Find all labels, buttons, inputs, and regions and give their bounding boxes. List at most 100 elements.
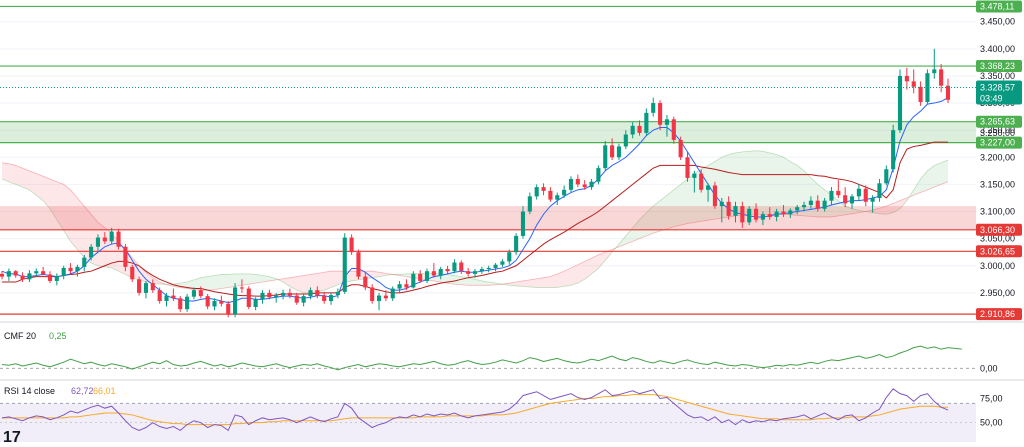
- candle-body: [706, 185, 711, 190]
- candle-body: [671, 119, 676, 140]
- candle-body: [685, 157, 690, 178]
- cloud-segment: [817, 184, 825, 217]
- level-tag-label: 3.026,65: [980, 246, 1015, 256]
- candle-body: [130, 266, 135, 280]
- candle-body: [527, 196, 532, 212]
- candle-body: [849, 196, 855, 204]
- cloud-segment: [893, 200, 901, 213]
- cloud-segment: [605, 249, 613, 261]
- candle-body: [582, 184, 587, 188]
- horizontal-levels: [0, 5, 976, 315]
- candle-body: [198, 290, 203, 297]
- cloud-segment: [783, 157, 791, 215]
- cmf-indicator-value: 0,25: [49, 331, 67, 341]
- level-tag-label: 3.227,00: [980, 138, 1015, 148]
- level-tag-box: [976, 136, 1022, 149]
- cloud-segment: [557, 271, 565, 288]
- cloud-segment: [742, 151, 750, 215]
- candle-body: [431, 271, 436, 276]
- candle-body: [109, 231, 114, 242]
- candle-body: [644, 112, 649, 133]
- candle-body: [877, 183, 882, 198]
- candle-body: [287, 292, 292, 296]
- cloud-segment: [43, 176, 50, 209]
- candle-body: [568, 178, 574, 190]
- cloud-segment: [221, 274, 229, 289]
- candle-body: [123, 246, 128, 267]
- candle-body: [219, 301, 224, 304]
- candle-body: [610, 145, 615, 158]
- rsi-indicator-label[interactable]: RSI 14 close: [4, 386, 55, 396]
- cloud-segment: [502, 283, 510, 286]
- price-tick-label: 3.150,00: [980, 179, 1015, 189]
- cloud-segment: [625, 227, 633, 245]
- candle-body: [555, 195, 560, 200]
- candle-body: [466, 271, 471, 274]
- cloud-segment: [577, 261, 585, 284]
- candle-body: [438, 269, 443, 276]
- cloud-segment: [660, 195, 667, 232]
- cloud-segment: [495, 283, 503, 285]
- rsi-axis: 75,00 50,00: [980, 394, 1003, 428]
- current-price-tag: 3.328,57 03:49: [0, 80, 1022, 105]
- cloud-segment: [584, 258, 592, 280]
- candle-body: [356, 252, 361, 277]
- level-tag-label: 3.066,30: [980, 225, 1015, 235]
- rsi-ma-value: 66,01: [93, 386, 116, 396]
- candle-body: [507, 252, 512, 262]
- candle-body: [678, 139, 683, 158]
- price-tick-label: 3.400,00: [980, 44, 1015, 54]
- cmf-pane: CMF 20 0,25 0,00: [0, 331, 998, 373]
- cloud-segment: [15, 165, 23, 188]
- cloud-segment: [481, 280, 489, 286]
- candle-body: [404, 284, 409, 288]
- candle-body: [246, 288, 251, 307]
- cloud-segment: [858, 210, 866, 213]
- cloud-segment: [831, 195, 839, 217]
- level-tag-box: [976, 115, 1022, 128]
- candle-body: [185, 296, 190, 310]
- cloud-segment: [276, 278, 284, 283]
- cloud-segment: [516, 280, 523, 287]
- candle-body: [562, 189, 567, 196]
- level-tag-label: 3.368,23: [980, 61, 1015, 71]
- candle-body: [75, 266, 80, 272]
- candle-body: [747, 208, 752, 223]
- candle-body: [137, 279, 142, 293]
- rsi-line: [1, 388, 949, 432]
- cloud-segment: [886, 203, 894, 215]
- candle-body: [82, 257, 87, 267]
- rsi-pane: RSI 14 close 62,72 66,01 75,00 50,00: [0, 386, 1003, 442]
- candlesticks: [0, 48, 951, 318]
- candle-body: [486, 267, 491, 270]
- candle-body: [294, 295, 299, 303]
- cloud-segment: [200, 276, 208, 291]
- cloud-segment: [97, 222, 105, 267]
- cloud-segment: [529, 278, 537, 288]
- cloud-segment: [749, 150, 757, 215]
- candle-body: [603, 145, 608, 169]
- cmf-indicator-label[interactable]: CMF 20: [4, 331, 36, 341]
- candle-body: [397, 284, 402, 289]
- cloud-segment: [735, 151, 743, 216]
- candle-body: [301, 296, 306, 303]
- cloud-segment: [673, 184, 681, 227]
- candle-body: [116, 231, 121, 247]
- tradingview-watermark: 17: [3, 429, 21, 442]
- cloud-segment: [372, 271, 380, 278]
- candle-body: [897, 75, 903, 131]
- cloud-segment: [522, 279, 530, 287]
- candle-body: [712, 185, 717, 207]
- candle-body: [89, 246, 94, 258]
- cloud-segment: [2, 162, 9, 182]
- candle-body: [418, 273, 423, 281]
- candle-body: [774, 211, 779, 217]
- candle-body: [945, 85, 951, 100]
- candle-body: [281, 292, 286, 296]
- candle-body: [335, 291, 340, 296]
- candle-body: [843, 195, 848, 204]
- candle-body: [13, 271, 18, 276]
- price-pane: 2.950,00 3.000,00 3.050,00 3.100,00 3.150,00…: [0, 0, 1022, 321]
- cloud-segment: [241, 273, 249, 286]
- cloud-segment: [379, 272, 386, 277]
